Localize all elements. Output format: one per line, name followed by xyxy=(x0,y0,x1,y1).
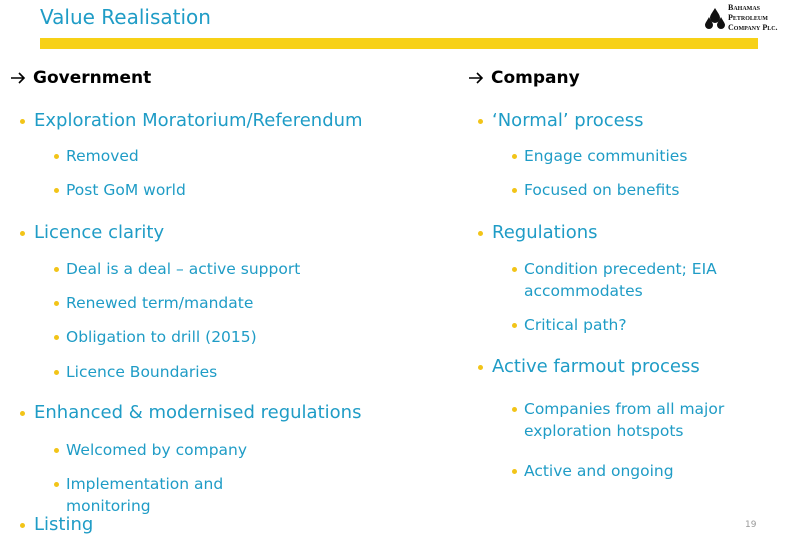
logo-text: Bahamas Petroleum Company plc. xyxy=(728,3,778,33)
sub-bullet xyxy=(54,370,59,375)
sub-bullet-item: Active and ongoing xyxy=(524,462,674,480)
bullet-item: Exploration Moratorium/Referendum xyxy=(34,110,363,131)
sub-bullet xyxy=(54,448,59,453)
bullet xyxy=(20,411,25,416)
sub-bullet-item: Condition precedent; EIA accommodates xyxy=(524,260,717,300)
sub-bullet xyxy=(54,482,59,487)
sub-bullet-item: Critical path? xyxy=(524,316,627,334)
bullet-item: Enhanced & modernised regulations xyxy=(34,402,362,423)
sub-bullet xyxy=(54,154,59,159)
sub-bullet xyxy=(512,469,517,474)
bullet xyxy=(478,119,483,124)
sub-bullet-item: Licence Boundaries xyxy=(66,363,218,381)
arrow-icon xyxy=(11,72,26,84)
logo-line: Company plc. xyxy=(728,23,778,32)
bullet-item: ‘Normal’ process xyxy=(492,110,644,131)
bullet xyxy=(20,523,25,528)
sub-bullet-item: Post GoM world xyxy=(66,181,186,199)
page-number: 19 xyxy=(745,520,757,530)
sub-bullet xyxy=(512,267,517,272)
title-bar xyxy=(40,38,758,49)
sub-bullet xyxy=(512,154,517,159)
arrow-icon xyxy=(469,72,484,84)
sub-bullet xyxy=(512,188,517,193)
sub-bullet xyxy=(54,267,59,272)
sub-bullet-item: Obligation to drill (2015) xyxy=(66,328,257,346)
sub-bullet xyxy=(512,323,517,328)
sub-bullet-item: Focused on benefits xyxy=(524,181,680,199)
sub-bullet-item: Renewed term/mandate xyxy=(66,294,254,312)
bullet xyxy=(478,231,483,236)
sub-bullet xyxy=(54,335,59,340)
bullet-item: Licence clarity xyxy=(34,222,165,243)
bullet xyxy=(20,119,25,124)
bullet xyxy=(478,365,483,370)
column-heading: Government xyxy=(33,68,152,88)
slide-title: Value Realisation xyxy=(40,5,211,29)
bullet-item: Active farmout process xyxy=(492,356,700,377)
sub-bullet xyxy=(512,407,517,412)
column-heading: Company xyxy=(491,68,580,88)
bullet-item: Listing xyxy=(34,514,94,535)
sub-bullet-item: Removed xyxy=(66,147,139,165)
sub-bullet-item: Deal is a deal – active support xyxy=(66,260,301,278)
sub-bullet xyxy=(54,188,59,193)
logo-line: Bahamas xyxy=(728,3,761,12)
bullet-item: Regulations xyxy=(492,222,598,243)
logo-icon xyxy=(705,8,725,29)
sub-bullet-item: Implementation and monitoring xyxy=(66,475,224,515)
logo-line: Petroleum xyxy=(728,13,768,22)
sub-bullet-item: Engage communities xyxy=(524,147,688,165)
sub-bullet-item: Companies from all major exploration hot… xyxy=(524,400,725,440)
bullet xyxy=(20,231,25,236)
sub-bullet-item: Welcomed by company xyxy=(66,441,248,459)
sub-bullet xyxy=(54,301,59,306)
